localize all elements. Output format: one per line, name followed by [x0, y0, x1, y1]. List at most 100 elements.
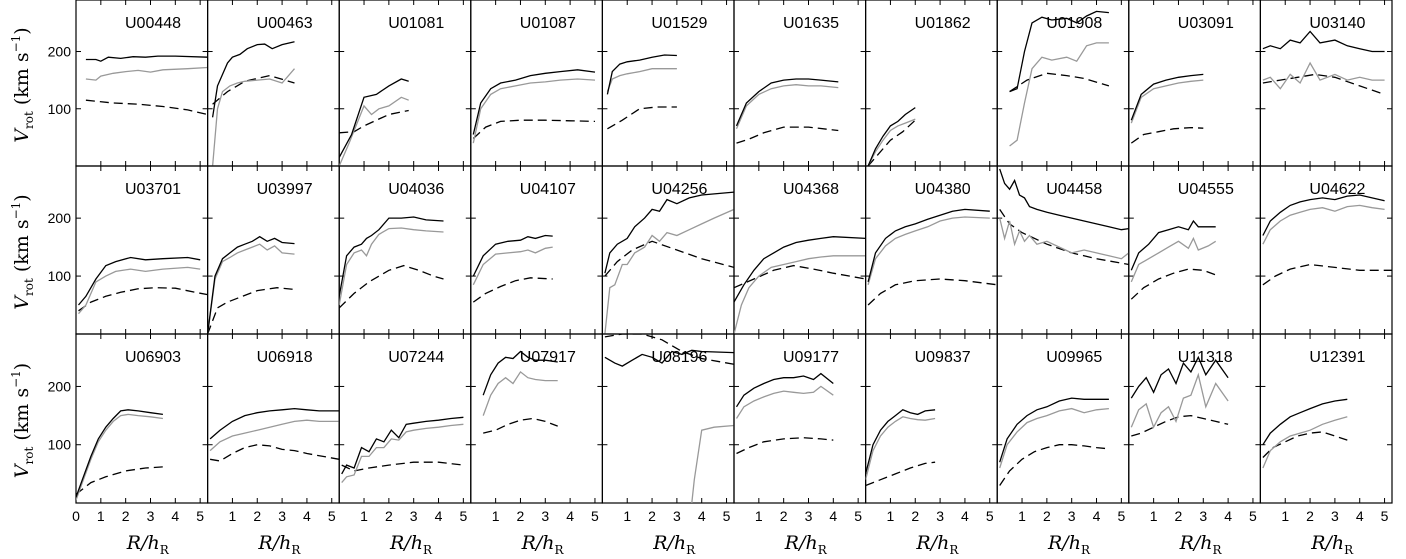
x-tick-label: 2: [1306, 508, 1314, 524]
panel-title: U09837: [915, 349, 971, 366]
x-tick-label: 5: [459, 508, 467, 524]
panel-U01529: U01529: [601, 0, 735, 167]
panel-U01635: U01635: [733, 0, 867, 167]
panel-curves: [865, 409, 936, 487]
panel-U04036: U04036: [338, 165, 472, 335]
x-tick-label: 3: [936, 508, 944, 524]
panel-U01862: U01862: [864, 0, 998, 167]
panel-curves: [339, 78, 409, 166]
panel-U04380: U04380: [864, 165, 998, 335]
panel-curves: [1009, 10, 1110, 147]
curve-dashed: [483, 417, 558, 434]
curve-gray: [734, 255, 866, 334]
curve-black: [341, 416, 464, 475]
panel-U09837: U09837: [864, 333, 998, 504]
curve-gray: [735, 385, 834, 419]
panel-curves: [1262, 194, 1392, 286]
x-tick-label: 1: [887, 508, 895, 524]
x-tick-label: 1: [623, 508, 631, 524]
curve-black: [735, 372, 834, 408]
curve-dashed: [472, 119, 596, 139]
panel-curves: [735, 78, 839, 144]
x-tick-label: 2: [122, 508, 130, 524]
x-tick-label: 1: [492, 508, 500, 524]
curve-black: [1262, 30, 1385, 53]
y-axis-labels: 100 200 Vrot (km s−1) 100 200 Vrot (km s−1) 10…: [9, 27, 71, 478]
panel-U04555: U04555: [1128, 165, 1262, 335]
x-tick-label: 1: [1150, 508, 1158, 524]
x-tick-label: 4: [171, 508, 179, 524]
x-tick-label: 4: [698, 508, 706, 524]
curve-gray: [85, 66, 208, 81]
y-axis-title: Vrot (km s−1): [9, 194, 36, 309]
panel-title: U06903: [125, 349, 181, 366]
curve-dashed: [999, 444, 1109, 486]
curve-black: [76, 409, 163, 498]
curve-dashed: [736, 437, 834, 455]
panel-U03701: U03701: [75, 165, 209, 335]
curve-gray: [865, 416, 936, 480]
curve-gray: [735, 84, 839, 130]
panel-U03997: U03997: [207, 165, 340, 335]
x-axis-title: R/hR: [784, 532, 828, 557]
panel-title: U09965: [1046, 349, 1102, 366]
y-tick-label: 200: [48, 44, 72, 60]
curve-black: [472, 69, 596, 135]
panel-curves: [211, 41, 295, 166]
panel-title: U07917: [520, 349, 576, 366]
panel-title: U04036: [388, 181, 444, 198]
curve-dashed: [341, 461, 464, 472]
curve-black: [1262, 398, 1348, 446]
curve-black: [1130, 73, 1204, 121]
x-axis-title: R/hR: [1047, 532, 1091, 557]
x-tick-label: 0: [72, 508, 80, 524]
x-tick-label: 1: [97, 508, 105, 524]
curve-dashed: [865, 461, 936, 487]
panel-title: U08196: [651, 349, 707, 366]
x-tick-label: 2: [253, 508, 261, 524]
curve-gray: [472, 246, 553, 286]
panel-curves: [1262, 30, 1385, 96]
panel-curves: [78, 256, 208, 315]
panel-title: U04107: [520, 181, 576, 198]
panel-title: U00463: [257, 15, 313, 32]
x-tick-label: 1: [360, 508, 368, 524]
curve-black: [734, 236, 866, 303]
panel-title: U06918: [257, 349, 313, 366]
curve-gray: [76, 413, 163, 501]
curve-dashed: [867, 278, 998, 306]
y-tick-label: 100: [48, 268, 72, 284]
panel-curves: [735, 372, 834, 455]
panel-U11318: U11318: [1128, 333, 1262, 504]
panel-U06903: U06903: [75, 333, 209, 504]
x-tick-label: 4: [1093, 508, 1101, 524]
curve-black: [339, 216, 444, 297]
curve-black: [606, 54, 677, 95]
curve-black: [604, 191, 735, 274]
curve-gray: [341, 423, 464, 484]
curve-black: [999, 397, 1109, 463]
x-tick-label: 5: [1249, 508, 1257, 524]
curve-dashed: [1262, 73, 1385, 96]
panel-U12391: U12391: [1259, 333, 1393, 504]
curve-gray: [1130, 79, 1204, 124]
x-tick-label: 3: [278, 508, 286, 524]
x-tick-label: 4: [303, 508, 311, 524]
curve-dashed: [339, 109, 409, 134]
panel-title: U03997: [257, 181, 313, 198]
curve-black: [211, 41, 295, 118]
panel-title: U12391: [1309, 349, 1365, 366]
curve-gray: [1262, 416, 1348, 469]
panel-curves: [76, 409, 163, 501]
panel-title: U04458: [1046, 181, 1102, 198]
panel-grid: U00448 U00463 U01081 U01087 U01529 U01635 U018…: [75, 0, 1393, 504]
curve-gray: [207, 243, 295, 334]
curve-gray: [472, 78, 596, 144]
panel-curves: [606, 54, 677, 130]
curve-dashed: [1009, 72, 1110, 93]
curve-dashed: [604, 334, 735, 365]
curve-dashed: [76, 466, 163, 495]
panel-U04622: U04622: [1259, 165, 1393, 335]
curve-gray: [867, 118, 916, 166]
panel-U04368: U04368: [733, 165, 867, 335]
